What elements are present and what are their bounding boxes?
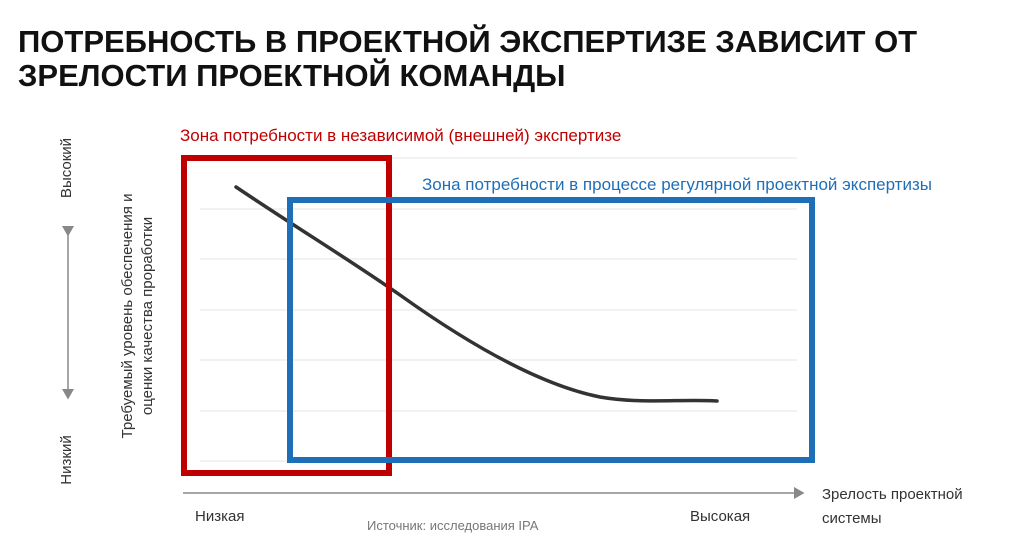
x-high: Высокая: [690, 508, 750, 525]
y-axis-label: Требуемый уровень обеспечения и: [119, 194, 136, 439]
regular-zone: [287, 197, 815, 463]
regular-zone-label: Зона потребности в процессе регулярной п…: [422, 175, 932, 194]
curve: [234, 185, 719, 403]
x-low: Низкая: [195, 508, 244, 525]
y-low: Низкий: [58, 435, 75, 484]
y-high: Высокий: [58, 138, 75, 198]
x-axis-label: Зрелость проектной: [822, 486, 963, 503]
y-axis-label: оценки качества проработки: [139, 217, 156, 415]
title-line: ЗРЕЛОСТИ ПРОЕКТНОЙ КОМАНДЫ: [18, 57, 566, 93]
source: Источник: исследования IPA: [367, 518, 539, 533]
title-line: ПОТРЕБНОСТЬ В ПРОЕКТНОЙ ЭКСПЕРТИЗЕ ЗАВИС…: [18, 23, 917, 59]
x-axis-label: системы: [822, 510, 882, 527]
external-zone: [181, 155, 392, 476]
external-zone-label: Зона потребности в независимой (внешней)…: [180, 126, 621, 145]
